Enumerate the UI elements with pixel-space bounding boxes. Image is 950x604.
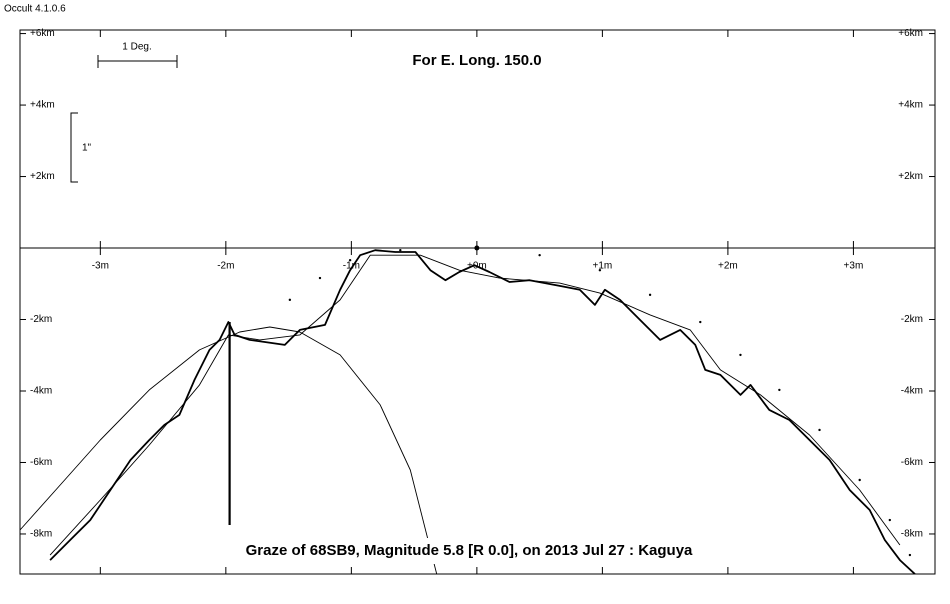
limb-dot	[538, 253, 541, 257]
profile-line	[20, 326, 438, 574]
y-tick-label: +6km	[30, 28, 55, 39]
limb-dot	[739, 353, 742, 357]
limb-dot	[318, 276, 322, 280]
chart-title: For E. Long. 150.0	[412, 52, 541, 69]
chart-subtitle: Graze of 68SB9, Magnitude 5.8 [R 0.0], o…	[246, 542, 693, 559]
limb-dot	[908, 553, 912, 557]
limb-dot	[598, 268, 602, 272]
x-tick-label: +1m	[593, 261, 613, 272]
y-tick-label: -8km	[30, 529, 52, 540]
limb-dot	[818, 428, 821, 432]
y-tick-label: -4km	[901, 386, 923, 397]
limb-dot	[348, 258, 352, 262]
y-tick-label: +4km	[898, 100, 923, 111]
y-tick-label: -6km	[901, 457, 923, 468]
plot-frame	[19, 29, 936, 575]
y-tick-label: +4km	[30, 100, 55, 111]
x-tick-label: -2m	[217, 261, 234, 272]
x-tick-label: +2m	[718, 261, 738, 272]
subtitle-bg	[200, 538, 730, 564]
y-tick-label: -8km	[901, 529, 923, 540]
origin-dot	[474, 245, 480, 251]
limb-dot	[888, 518, 892, 522]
y-tick-label: +2km	[30, 171, 55, 182]
limb-dot	[648, 293, 652, 297]
x-tick-label: -1m	[343, 261, 360, 272]
limb-dot	[699, 320, 702, 324]
x-tick-label: +0m	[467, 261, 487, 272]
arcsec-label: 1"	[82, 143, 92, 154]
x-tick-label: +3m	[844, 261, 864, 272]
y-tick-label: -2km	[30, 314, 52, 325]
arcsec-scale	[70, 112, 78, 183]
y-tick-label: +2km	[898, 171, 923, 182]
degree-label: 1 Deg.	[122, 42, 151, 53]
y-tick-label: -4km	[30, 386, 52, 397]
profile-line	[49, 249, 916, 574]
limb-dot	[858, 478, 861, 482]
limb-dot	[399, 248, 402, 252]
series-group	[20, 246, 916, 574]
app-version: Occult 4.1.0.6	[4, 4, 66, 15]
degree-scale	[97, 55, 178, 68]
y-tick-label: -2km	[901, 314, 923, 325]
x-tick-label: -3m	[92, 261, 109, 272]
limb-dot	[288, 298, 292, 302]
limb-dot	[778, 388, 781, 392]
y-tick-label: -6km	[30, 457, 52, 468]
profile-line	[49, 254, 901, 556]
y-tick-label: +6km	[898, 28, 923, 39]
